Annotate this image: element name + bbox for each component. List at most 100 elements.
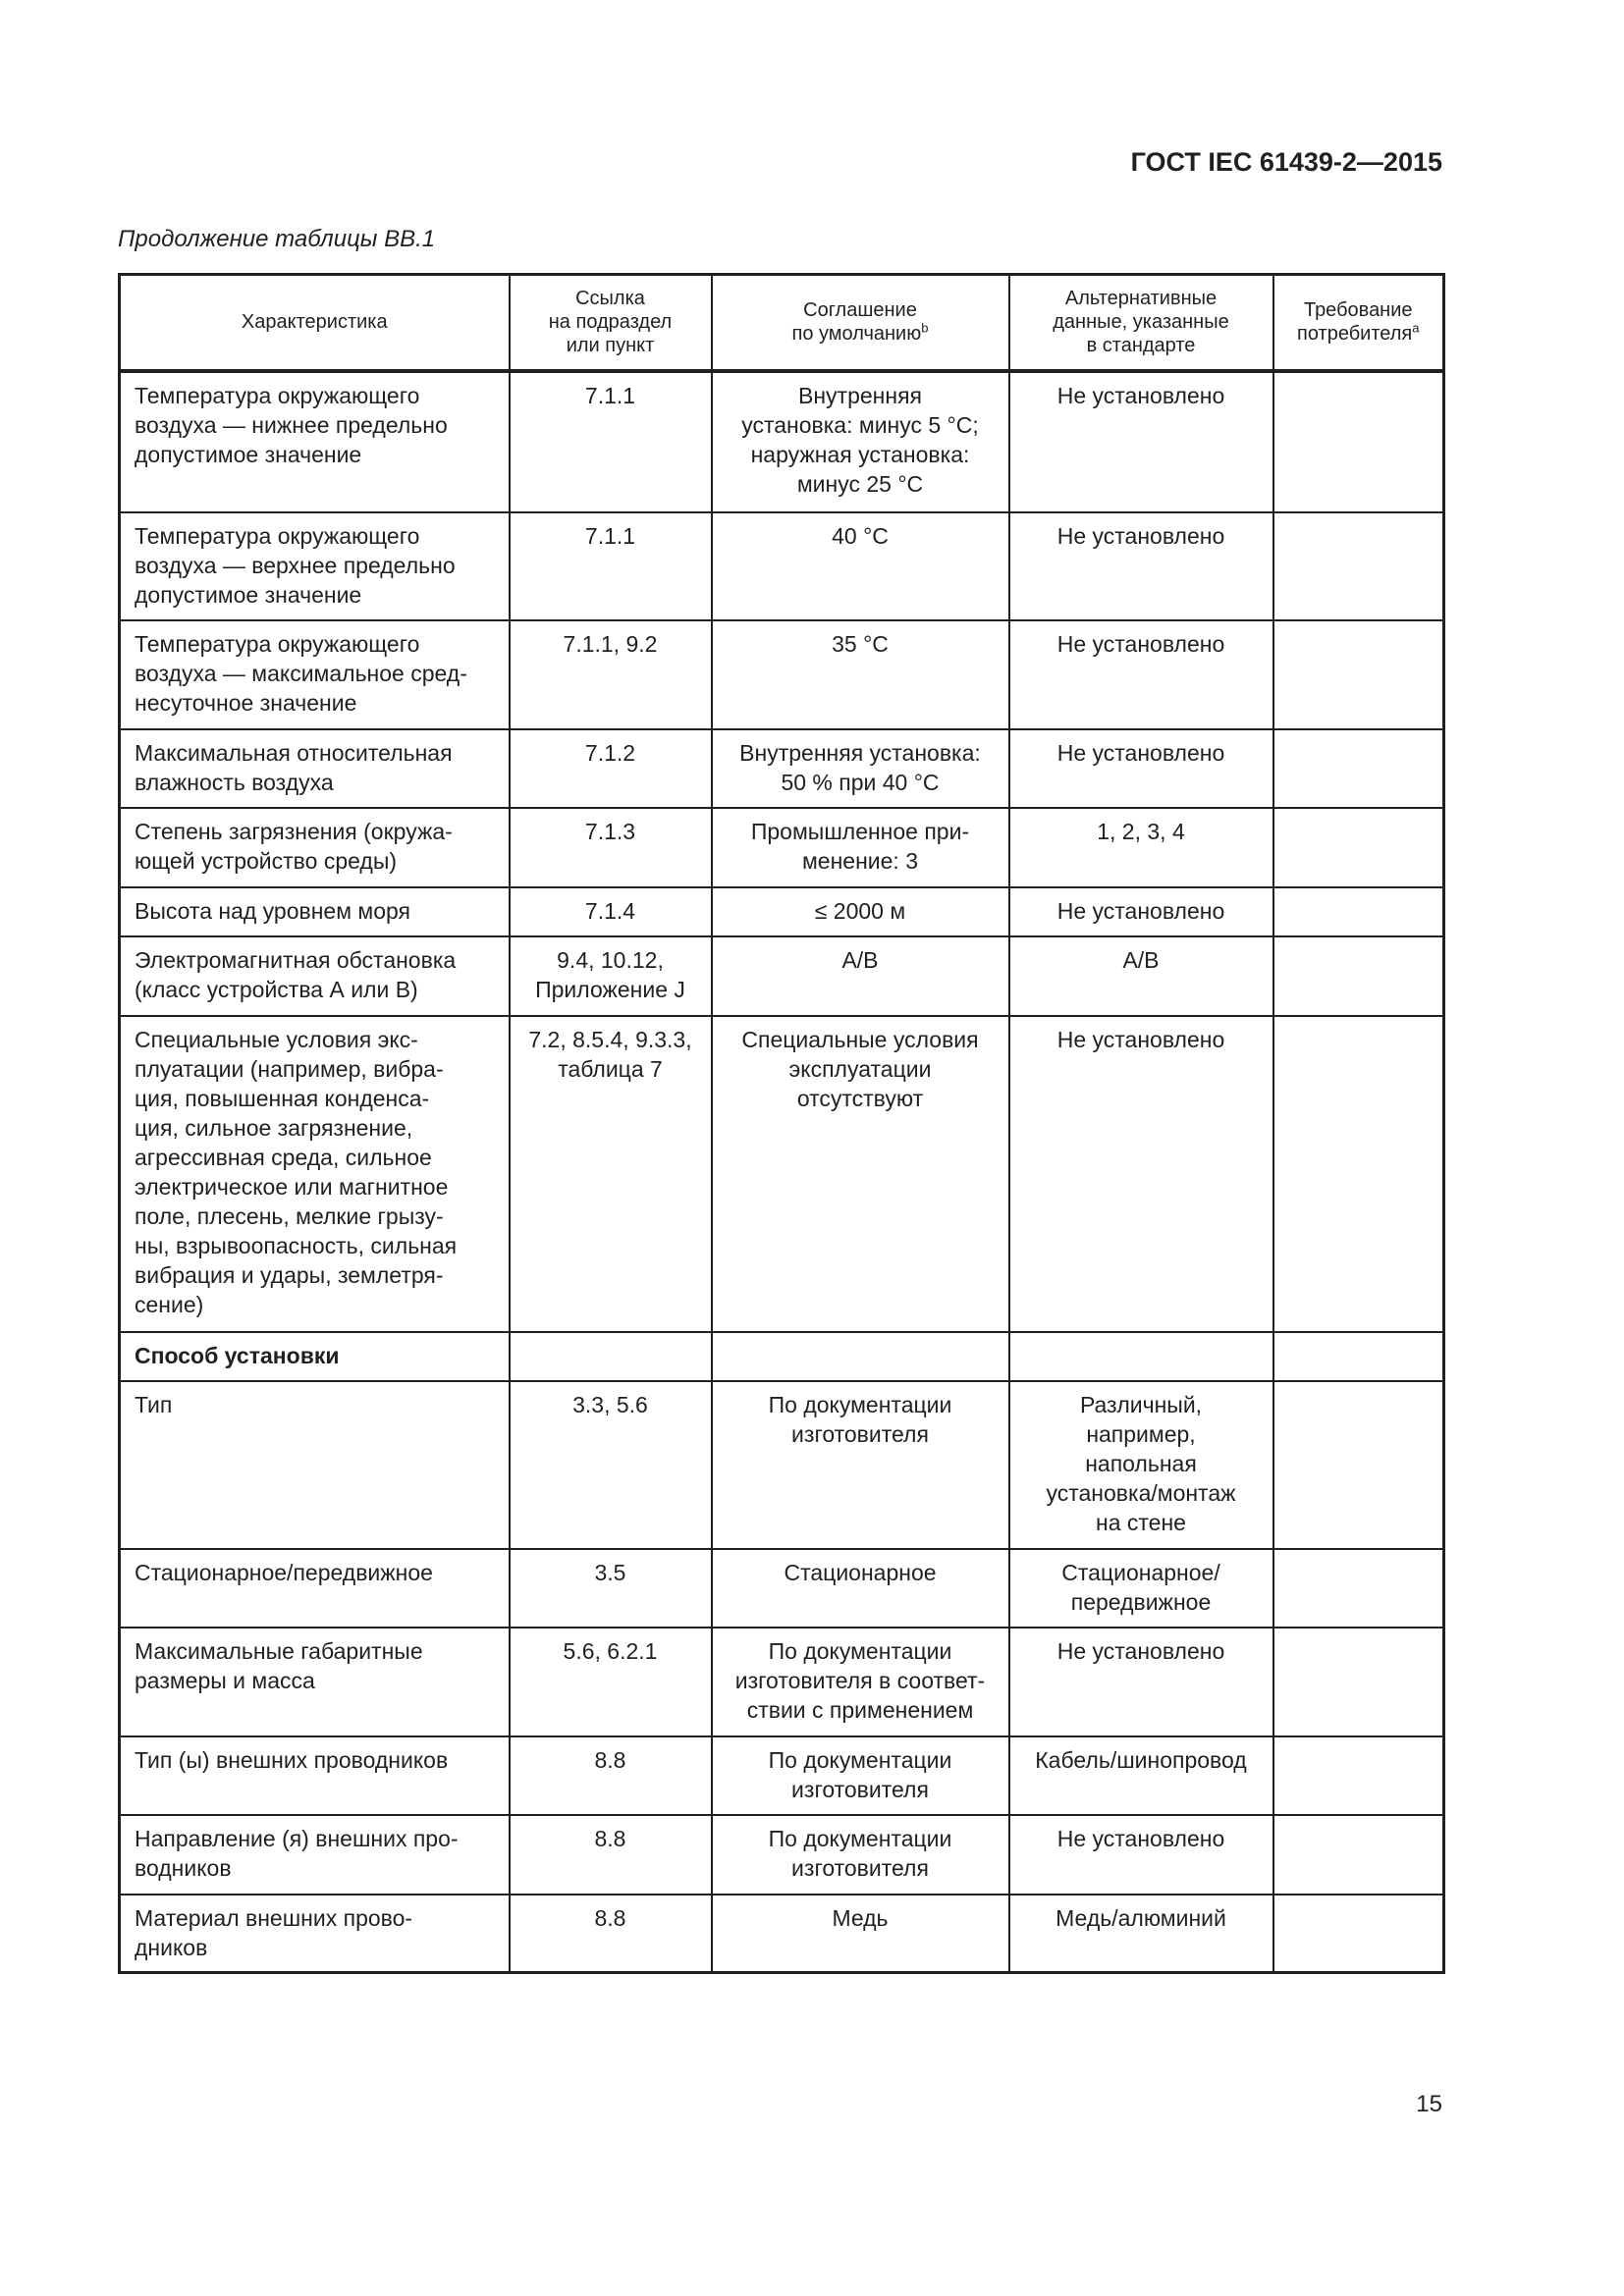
cell-default: Внутренняя установка: 50 % при 40 °С	[710, 727, 1010, 809]
table-row: Направление (я) внешних про- водников 8.8…	[118, 1813, 1445, 1896]
page-number: 15	[1416, 2091, 1442, 2117]
cell-default: Специальные условия эксплуатации отсутст…	[710, 1014, 1010, 1333]
cell-characteristic: Максимальная относительная влажность воз…	[118, 727, 511, 809]
column-header-alternatives: Альтернативные данные, указанные в станд…	[1007, 273, 1274, 372]
column-header-default: Соглашение по умолчаниюb	[710, 273, 1010, 372]
column-header-label: Ссылка на подраздел или пункт	[548, 288, 673, 357]
table-row: Степень загрязнения (окружа- ющей устрой…	[118, 806, 1445, 888]
cell-user-requirement	[1272, 1626, 1445, 1737]
cell-default: По документации изготовителя	[710, 1735, 1010, 1816]
cell-characteristic: Материал внешних прово- дников	[118, 1893, 511, 1974]
table-row: Максимальные габаритные размеры и масса 5…	[118, 1626, 1445, 1737]
cell-characteristic: Направление (я) внешних про- водников	[118, 1813, 511, 1896]
cell-user-requirement	[1272, 618, 1445, 730]
footnote-marker: a	[1412, 320, 1420, 336]
column-header-characteristic: Характеристика	[118, 273, 511, 372]
cell-alternatives: Не установлено	[1007, 1626, 1274, 1737]
cell-characteristic: Способ установки	[118, 1330, 511, 1382]
cell-default	[710, 1330, 1010, 1382]
cell-alternatives	[1007, 1330, 1274, 1382]
table-caption: Продолжение таблицы ВВ.1	[118, 226, 436, 252]
cell-reference: 3.5	[508, 1547, 713, 1629]
cell-alternatives: Кабель/шинопровод	[1007, 1735, 1274, 1816]
cell-default: Стационарное	[710, 1547, 1010, 1629]
table-row: Температура окружающего воздуха — нижнее…	[118, 369, 1445, 513]
column-header-label: Требование потребителя	[1297, 299, 1413, 346]
cell-user-requirement	[1272, 1813, 1445, 1896]
cell-default: Внутренняя установка: минус 5 °С; наружн…	[710, 369, 1010, 513]
document-designation: ГОСТ IEC 61439-2—2015	[1130, 147, 1442, 177]
cell-user-requirement	[1272, 1735, 1445, 1816]
cell-reference: 9.4, 10.12, Приложение J	[508, 934, 713, 1017]
cell-user-requirement	[1272, 1014, 1445, 1333]
cell-characteristic: Тип (ы) внешних проводников	[118, 1735, 511, 1816]
cell-reference: 7.1.4	[508, 885, 713, 937]
cell-alternatives: Не установлено	[1007, 369, 1274, 513]
cell-reference: 8.8	[508, 1813, 713, 1896]
cell-reference: 7.1.1	[508, 510, 713, 621]
cell-reference: 8.8	[508, 1735, 713, 1816]
cell-default: ≤ 2000 м	[710, 885, 1010, 937]
cell-alternatives: Не установлено	[1007, 727, 1274, 809]
cell-alternatives: Не установлено	[1007, 885, 1274, 937]
footnote-marker: b	[921, 320, 929, 336]
cell-reference: 7.1.1	[508, 369, 713, 513]
table-row: Температура окружающего воздуха — верхне…	[118, 510, 1445, 621]
table-row: Материал внешних прово- дников 8.8 Медь Мед…	[118, 1893, 1445, 1974]
cell-characteristic: Тип	[118, 1379, 511, 1550]
cell-alternatives: Медь/алюминий	[1007, 1893, 1274, 1974]
cell-default: По документации изготовителя в соответ- …	[710, 1626, 1010, 1737]
cell-reference: 3.3, 5.6	[508, 1379, 713, 1550]
cell-user-requirement	[1272, 1547, 1445, 1629]
cell-alternatives: Не установлено	[1007, 1813, 1274, 1896]
requirements-table: Характеристика Ссылка на подраздел или пу…	[118, 273, 1445, 1974]
cell-default: По документации изготовителя	[710, 1379, 1010, 1550]
cell-characteristic: Максимальные габаритные размеры и масса	[118, 1626, 511, 1737]
table-row: Специальные условия экс- плуатации (напр…	[118, 1014, 1445, 1333]
cell-reference: 7.1.2	[508, 727, 713, 809]
cell-user-requirement	[1272, 934, 1445, 1017]
cell-characteristic: Электромагнитная обстановка (класс устро…	[118, 934, 511, 1017]
cell-reference: 8.8	[508, 1893, 713, 1974]
cell-user-requirement	[1272, 727, 1445, 809]
cell-alternatives: Стационарное/ передвижное	[1007, 1547, 1274, 1629]
cell-characteristic: Температура окружающего воздуха — нижнее…	[118, 369, 511, 513]
cell-alternatives: Не установлено	[1007, 510, 1274, 621]
cell-characteristic: Стационарное/передвижное	[118, 1547, 511, 1629]
table-row: Температура окружающего воздуха — максим…	[118, 618, 1445, 730]
cell-alternatives: Не установлено	[1007, 618, 1274, 730]
cell-reference: 7.1.3	[508, 806, 713, 888]
cell-reference: 5.6, 6.2.1	[508, 1626, 713, 1737]
cell-default: Медь	[710, 1893, 1010, 1974]
table-row: Высота над уровнем моря 7.1.4 ≤ 2000 м Не у…	[118, 885, 1445, 937]
column-header-user-requirement: Требование потребителяa	[1272, 273, 1445, 372]
cell-user-requirement	[1272, 806, 1445, 888]
cell-default: По документации изготовителя	[710, 1813, 1010, 1896]
cell-default: 40 °С	[710, 510, 1010, 621]
cell-characteristic: Температура окружающего воздуха — максим…	[118, 618, 511, 730]
table-header-row: Характеристика Ссылка на подраздел или пу…	[118, 273, 1445, 372]
column-header-label: Характеристика	[241, 311, 388, 334]
cell-alternatives: Не установлено	[1007, 1014, 1274, 1333]
cell-default: A/B	[710, 934, 1010, 1017]
cell-alternatives: Различный, например, напольная установка…	[1007, 1379, 1274, 1550]
cell-user-requirement	[1272, 885, 1445, 937]
cell-characteristic: Степень загрязнения (окружа- ющей устрой…	[118, 806, 511, 888]
cell-user-requirement	[1272, 510, 1445, 621]
cell-default: Промышленное при- менение: 3	[710, 806, 1010, 888]
cell-characteristic: Температура окружающего воздуха — верхне…	[118, 510, 511, 621]
cell-alternatives: A/B	[1007, 934, 1274, 1017]
section-row: Способ установки	[118, 1330, 1445, 1382]
table-row: Электромагнитная обстановка (класс устро…	[118, 934, 1445, 1017]
column-header-label: Соглашение по умолчанию	[791, 299, 922, 346]
cell-alternatives: 1, 2, 3, 4	[1007, 806, 1274, 888]
cell-user-requirement	[1272, 1330, 1445, 1382]
cell-user-requirement	[1272, 1379, 1445, 1550]
table-row: Стационарное/передвижное 3.5 Стационарное С…	[118, 1547, 1445, 1629]
table-row: Тип 3.3, 5.6 По документации изготовителя Р…	[118, 1379, 1445, 1550]
cell-reference: 7.2, 8.5.4, 9.3.3, таблица 7	[508, 1014, 713, 1333]
cell-default: 35 °С	[710, 618, 1010, 730]
table-row: Максимальная относительная влажность воз…	[118, 727, 1445, 809]
column-header-reference: Ссылка на подраздел или пункт	[508, 273, 713, 372]
cell-user-requirement	[1272, 369, 1445, 513]
